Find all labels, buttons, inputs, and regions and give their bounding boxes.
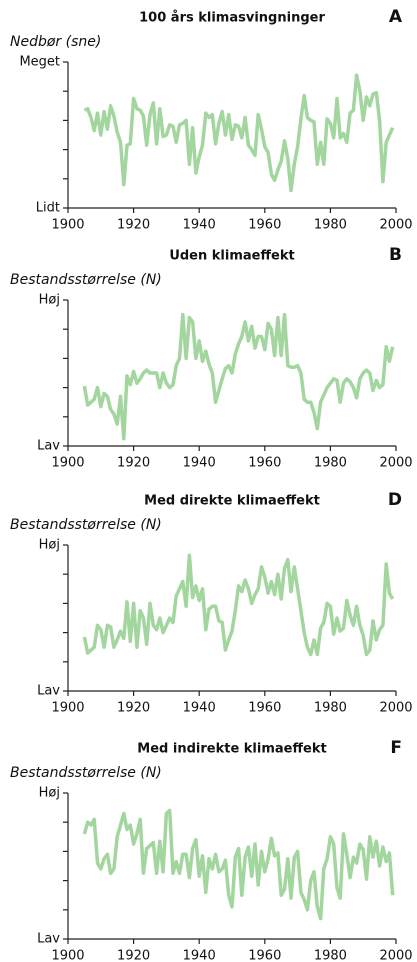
x-tick-label: 1900: [51, 701, 84, 716]
panel-letter: B: [389, 245, 402, 265]
x-tick-label: 1920: [117, 456, 150, 471]
y-tick-label: Lav: [37, 684, 60, 699]
x-tick-label: 1900: [51, 456, 84, 471]
x-tick-label: 2000: [379, 456, 412, 471]
x-tick-label: 1920: [117, 949, 150, 962]
panel-title: Uden klimaeffekt: [169, 249, 294, 264]
axis-line: [67, 545, 396, 692]
x-tick-label: 2000: [379, 949, 412, 962]
y-tick-label: Lav: [37, 932, 60, 947]
y-axis-label: Bestandsstørrelse (N): [10, 765, 162, 781]
x-tick-label: 2000: [379, 701, 412, 716]
x-tick-label: 1940: [183, 218, 216, 233]
x-tick-label: 1900: [51, 949, 84, 962]
panel-title: Med direkte klimaeffekt: [144, 494, 320, 509]
data-line: [82, 553, 395, 657]
y-tick-label: Meget: [19, 55, 60, 70]
data-line: [82, 312, 395, 441]
panel-letter: D: [388, 490, 402, 510]
x-tick-label: 1920: [117, 701, 150, 716]
x-tick-label: 1960: [248, 949, 281, 962]
x-tick-label: 1960: [248, 218, 281, 233]
y-tick-label: Høj: [39, 293, 60, 308]
x-tick-label: 1980: [314, 949, 347, 962]
y-axis-label: Nedbør (sne): [10, 34, 101, 50]
y-axis-label: Bestandsstørrelse (N): [10, 272, 162, 288]
y-tick-label: Høj: [39, 538, 60, 553]
data-line: [83, 73, 395, 193]
x-tick-label: 2000: [379, 218, 412, 233]
y-axis-label: Bestandsstørrelse (N): [10, 517, 162, 533]
x-tick-label: 1940: [183, 701, 216, 716]
panel-title: 100 års klimasvingninger: [139, 11, 325, 26]
x-tick-label: 1920: [117, 218, 150, 233]
x-tick-label: 1960: [248, 701, 281, 716]
panel-letter: F: [390, 738, 402, 758]
x-tick-label: 1980: [314, 218, 347, 233]
data-line: [82, 808, 395, 921]
panel-letter: A: [389, 7, 403, 27]
x-tick-label: 1980: [314, 701, 347, 716]
x-tick-label: 1940: [183, 456, 216, 471]
x-tick-label: 1940: [183, 949, 216, 962]
panel-title: Med indirekte klimaeffekt: [137, 742, 326, 757]
y-tick-label: Lav: [37, 439, 60, 454]
y-tick-label: Høj: [39, 786, 60, 801]
x-tick-label: 1960: [248, 456, 281, 471]
y-tick-label: Lidt: [36, 201, 60, 216]
x-tick-label: 1900: [51, 218, 84, 233]
x-tick-label: 1980: [314, 456, 347, 471]
